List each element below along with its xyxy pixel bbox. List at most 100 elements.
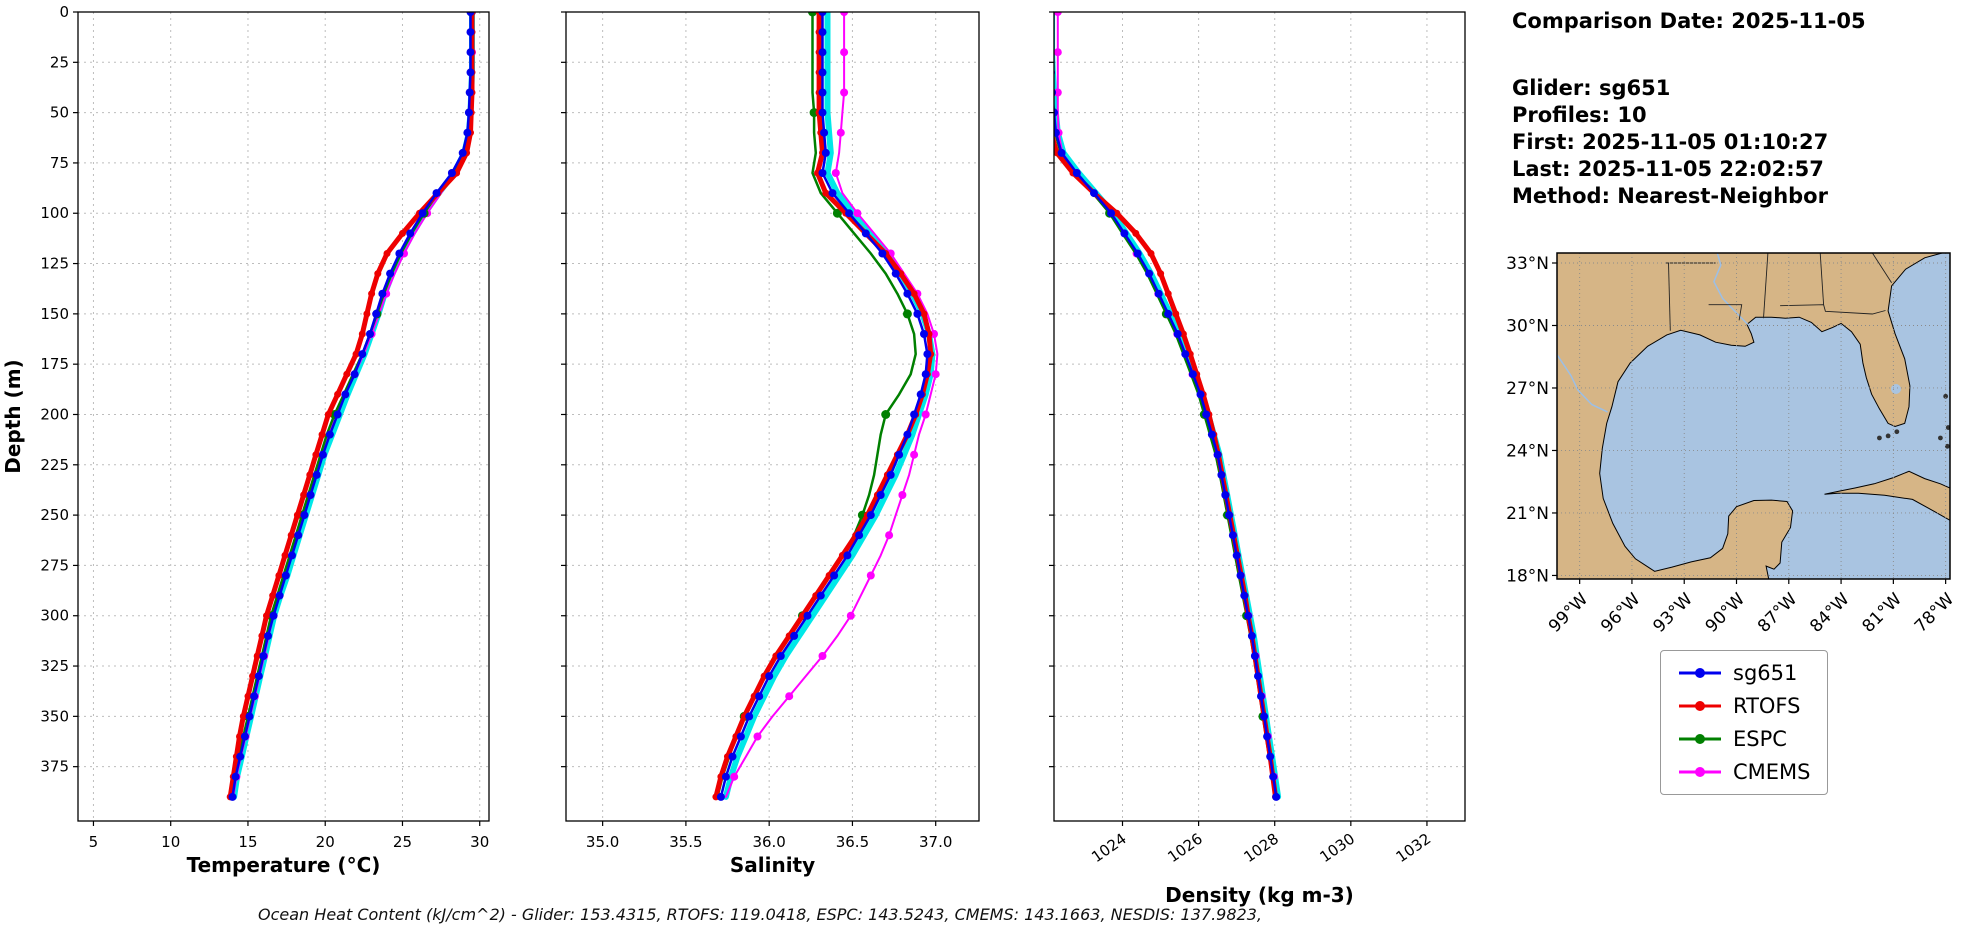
x-tick-label: 10 — [161, 833, 180, 851]
x-tick-label: 1028 — [1240, 830, 1282, 867]
y-tick-label: 300 — [40, 607, 69, 625]
state-border — [1668, 262, 1671, 331]
y-tick-label: 150 — [40, 305, 69, 323]
x-axis-title: Salinity — [730, 853, 815, 877]
series-glider-profiles — [231, 12, 475, 800]
series-sg651 — [228, 12, 475, 801]
x-axis-title: Temperature (°C) — [187, 853, 381, 877]
info-gap — [1512, 35, 1866, 75]
series-group — [712, 12, 940, 801]
plot-frame — [565, 11, 980, 822]
lon-tick-label: 81°W — [1859, 589, 1906, 636]
series-ESPC — [1054, 107, 1276, 799]
lat-tick-label: 27°N — [1506, 379, 1549, 399]
y-tick-label: 250 — [40, 506, 69, 524]
legend-label: RTOFS — [1733, 694, 1801, 718]
legend-label: CMEMS — [1733, 760, 1811, 784]
x-tick-label: 1024 — [1088, 830, 1130, 867]
series-RTOFS — [1054, 130, 1279, 801]
legend-marker-cmems — [1679, 767, 1721, 777]
temperature-profile-chart: 5 10 15 20 25 3002550751001251501752002252502… — [1, 3, 490, 877]
series-ESPC — [230, 12, 476, 799]
y-tick-label: 50 — [50, 104, 69, 122]
lon-tick-label: 93°W — [1649, 589, 1696, 636]
legend-label: ESPC — [1733, 727, 1787, 751]
y-tick-label: 275 — [40, 556, 69, 574]
state-border — [1780, 304, 1886, 315]
x-axis-title: Density (kg m-3) — [1165, 883, 1354, 907]
legend-marker-espc — [1679, 734, 1721, 744]
legend-marker-rtofs — [1679, 701, 1721, 711]
salinity-profile-chart: 35.0 35.5 36.0 36.5 37.0 Salinity — [561, 11, 980, 877]
gulf-of-mexico-map: 33°N 30°N 27°N 24°N 21°N 18°N 99°W 96°W 93°W 90°W… — [1506, 252, 1958, 637]
lake-okeechobee — [1890, 384, 1901, 395]
y-tick-label: 25 — [50, 53, 69, 71]
x-tick-label: 5 — [89, 833, 99, 851]
island — [1877, 435, 1882, 441]
legend-item-cmems: CMEMS — [1677, 760, 1811, 784]
series-CMEMS — [724, 12, 940, 798]
lon-tick-label: 90°W — [1702, 589, 1749, 636]
plot-frame — [1053, 11, 1466, 822]
legend-item-rtofs: RTOFS — [1677, 694, 1811, 718]
lon-tick-label: 78°W — [1911, 589, 1958, 636]
tick-marks — [561, 11, 937, 826]
x-tick-label: 36.5 — [836, 833, 869, 851]
island — [1944, 443, 1950, 449]
state-border — [1708, 304, 1743, 321]
series-CMEMS — [232, 12, 476, 798]
y-axis-title: Depth (m) — [1, 359, 25, 473]
y-tick-label: 350 — [40, 707, 69, 725]
x-tick-label: 15 — [238, 833, 257, 851]
profiles-text: Profiles: 10 — [1512, 103, 1647, 127]
series-glider-profiles — [1054, 12, 1282, 800]
lat-tick-label: 33°N — [1506, 254, 1549, 274]
series-sg651 — [1054, 12, 1281, 801]
plot-frame — [77, 11, 490, 822]
x-tick-label: 25 — [393, 833, 412, 851]
land-north-america — [1557, 253, 1943, 579]
x-tick-label: 30 — [470, 833, 489, 851]
legend-marker-sg651 — [1679, 668, 1721, 678]
state-border — [1763, 253, 1769, 319]
series-ESPC — [716, 12, 917, 799]
lon-tick-label: 96°W — [1597, 589, 1644, 636]
legend-item-sg651: sg651 — [1677, 661, 1811, 685]
x-tick-label: 36.0 — [752, 833, 785, 851]
glider-text: Glider: sg651 — [1512, 76, 1671, 100]
tick-marks — [1049, 11, 1428, 826]
state-border — [1872, 253, 1892, 284]
series-glider-profiles — [722, 12, 936, 800]
y-tick-label: 0 — [59, 3, 69, 21]
graticule — [1557, 253, 1950, 579]
lat-tick-label: 21°N — [1506, 504, 1549, 524]
legend-item-espc: ESPC — [1677, 727, 1811, 751]
island — [1945, 425, 1950, 430]
island — [1894, 429, 1900, 435]
river — [1713, 253, 1749, 325]
comparison-date-text: Comparison Date: 2025-11-05 — [1512, 9, 1866, 33]
x-tick-label: 35.0 — [586, 833, 619, 851]
map-frame — [1556, 252, 1951, 580]
x-tick-label: 1026 — [1164, 830, 1206, 867]
series-group — [1054, 12, 1282, 801]
series-RTOFS — [226, 12, 476, 801]
y-tick-label: 125 — [40, 255, 69, 273]
series-sg651 — [716, 12, 932, 801]
y-tick-label: 200 — [40, 405, 69, 423]
method-text: Method: Nearest-Neighbor — [1512, 184, 1828, 208]
last-profile-text: Last: 2025-11-05 22:02:57 — [1512, 157, 1824, 181]
x-tick-label: 37.0 — [919, 833, 952, 851]
first-profile-text: First: 2025-11-05 01:10:27 — [1512, 130, 1829, 154]
lat-tick-label: 30°N — [1506, 316, 1549, 336]
lon-tick-label: 87°W — [1754, 589, 1801, 636]
legend-label: sg651 — [1733, 661, 1798, 685]
map-features — [1557, 253, 1950, 579]
map-tick-marks — [1552, 262, 1947, 584]
x-tick-label: 1032 — [1393, 830, 1435, 867]
series-group — [226, 12, 476, 801]
lat-tick-label: 18°N — [1506, 566, 1549, 586]
x-tick-label: 35.5 — [669, 833, 702, 851]
